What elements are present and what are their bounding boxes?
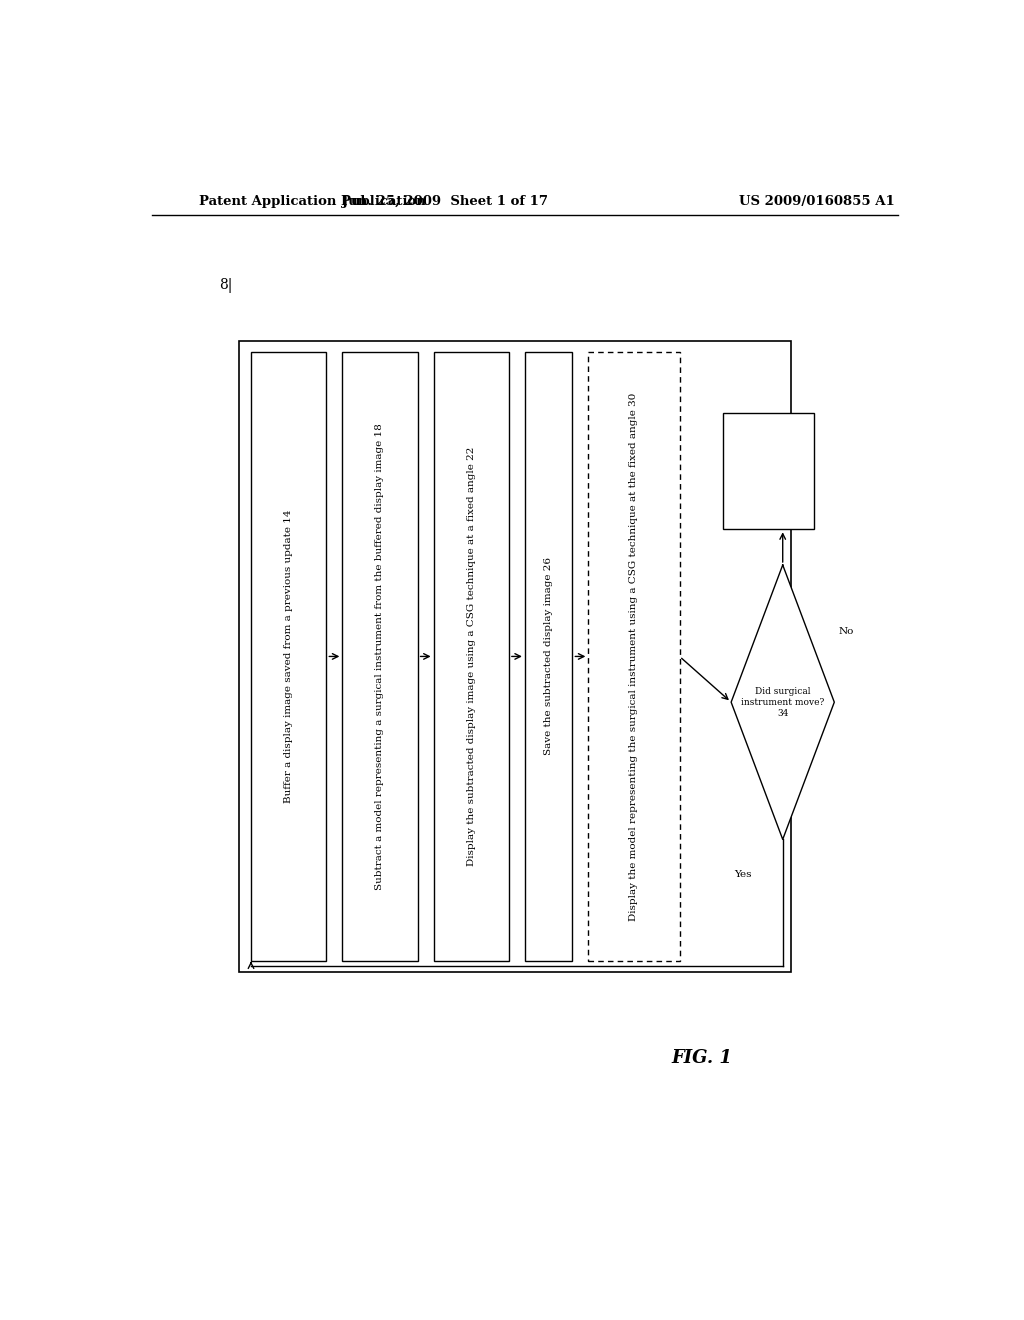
Bar <box>524 351 572 961</box>
Text: FIG. 1: FIG. 1 <box>672 1049 732 1067</box>
Text: Display the subtracted display image using a CSG technique at a fixed angle 22: Display the subtracted display image usi… <box>467 446 476 866</box>
Bar <box>588 351 680 961</box>
Text: Patent Application Publication: Patent Application Publication <box>200 194 426 207</box>
Text: Did surgical
instrument move?
34: Did surgical instrument move? 34 <box>741 686 824 718</box>
Text: 8|: 8| <box>219 279 232 293</box>
Bar <box>240 342 791 972</box>
Text: Subtract a model representing a surgical instrument from the buffered display im: Subtract a model representing a surgical… <box>376 424 384 890</box>
Bar <box>723 413 814 529</box>
Text: No: No <box>839 627 854 635</box>
Text: US 2009/0160855 A1: US 2009/0160855 A1 <box>739 194 895 207</box>
Text: Save the subtracted display image 26: Save the subtracted display image 26 <box>544 557 553 755</box>
Polygon shape <box>731 565 835 840</box>
Bar <box>433 351 509 961</box>
Text: Display the model representing the surgical instrument using a CSG technique at : Display the model representing the surgi… <box>630 392 638 920</box>
Text: Buffer a display image saved from a previous update 14: Buffer a display image saved from a prev… <box>285 510 293 803</box>
Bar <box>342 351 418 961</box>
Bar <box>251 351 327 961</box>
Text: Jun. 25, 2009  Sheet 1 of 17: Jun. 25, 2009 Sheet 1 of 17 <box>342 194 549 207</box>
Text: Yes: Yes <box>734 870 752 879</box>
